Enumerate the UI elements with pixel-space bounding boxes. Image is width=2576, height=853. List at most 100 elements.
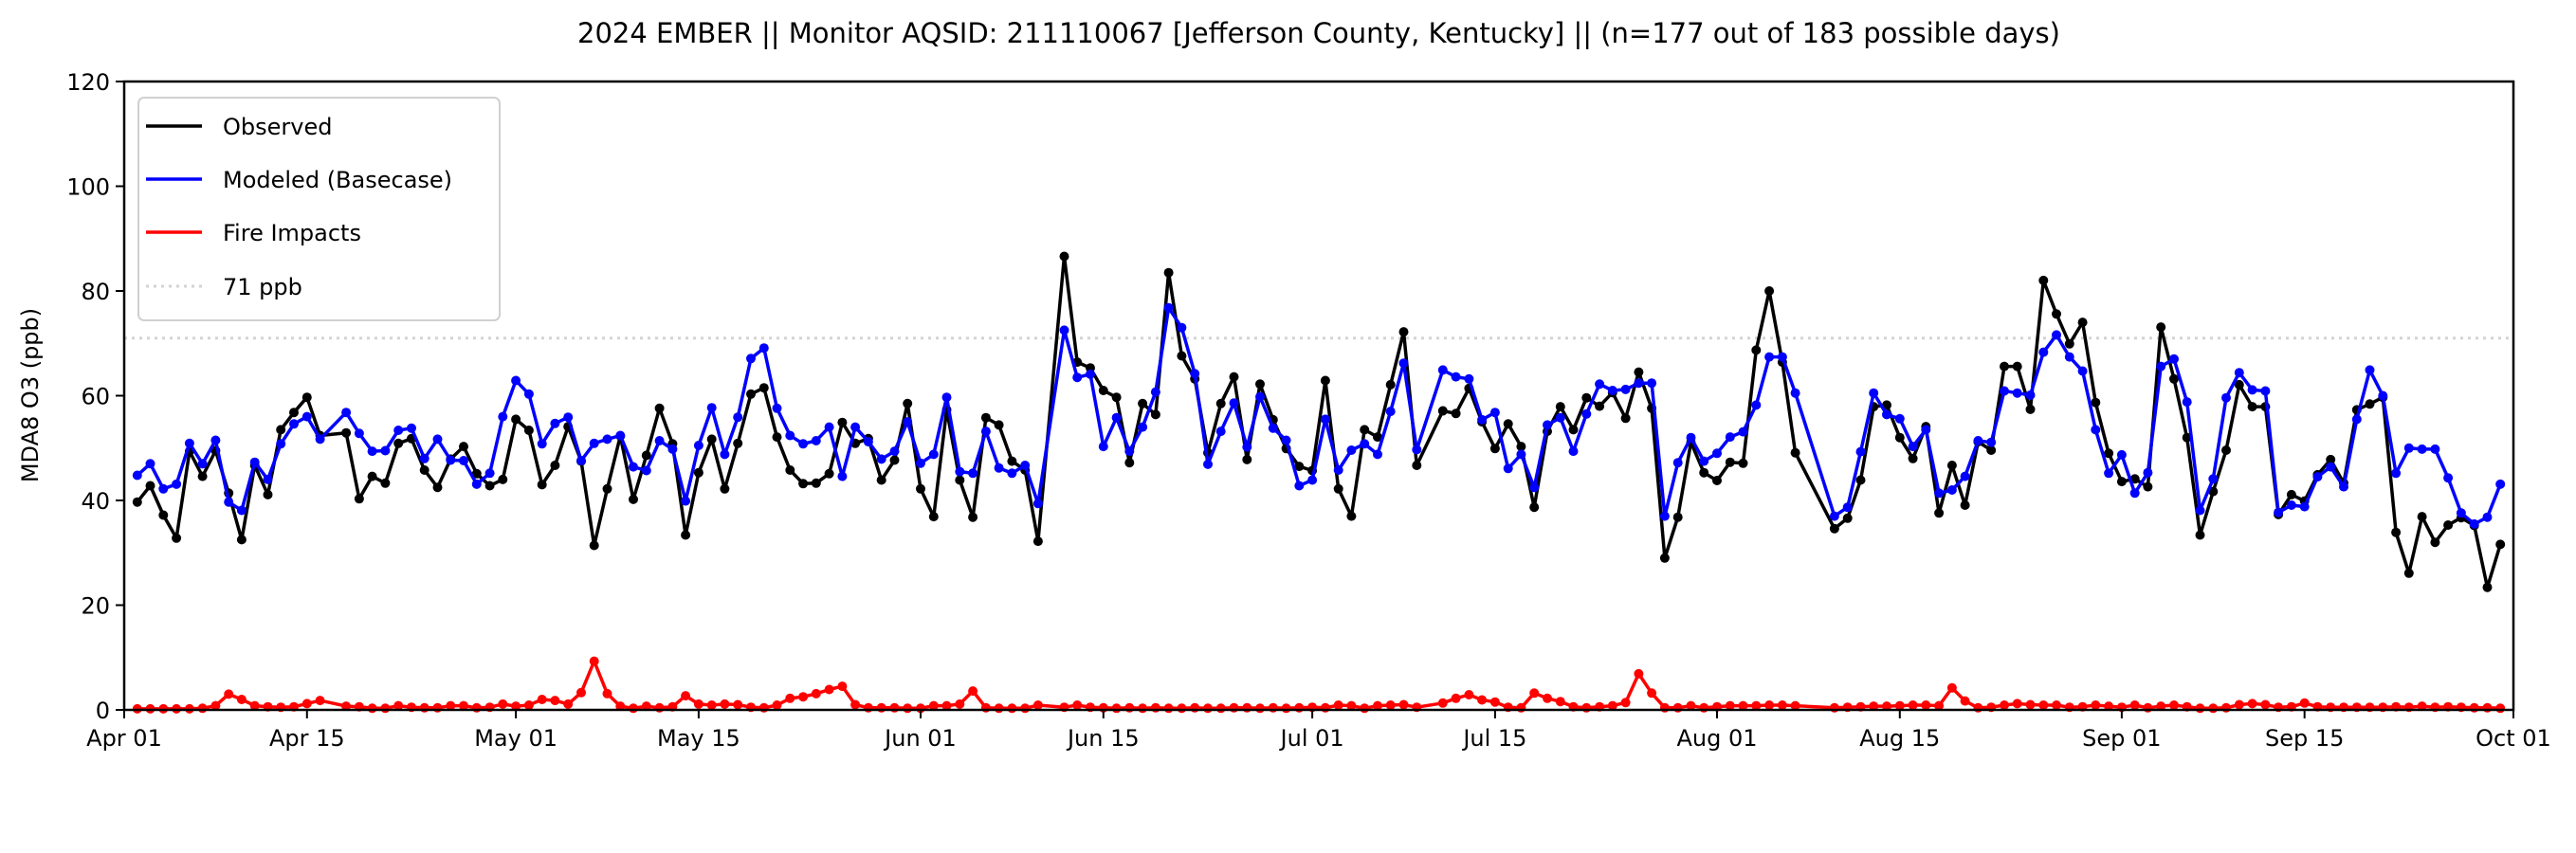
- data-point-modeled: [706, 403, 717, 413]
- data-point-observed: [811, 478, 821, 488]
- data-point-modeled: [1464, 373, 1474, 384]
- x-tick-label: Jun 01: [883, 725, 957, 752]
- data-point-fire-impacts: [459, 700, 468, 711]
- data-point-observed: [1412, 461, 1422, 470]
- data-point-observed: [2195, 530, 2205, 540]
- data-point-fire-impacts: [2129, 700, 2140, 710]
- data-point-modeled: [1659, 511, 1670, 521]
- data-point-modeled: [1398, 358, 1409, 369]
- data-point-modeled: [145, 459, 155, 469]
- data-point-modeled: [1647, 378, 1657, 389]
- data-point-modeled: [2143, 467, 2153, 478]
- data-point-modeled: [1385, 407, 1396, 417]
- data-point-modeled: [1281, 435, 1291, 445]
- data-point-modeled: [2116, 449, 2127, 460]
- data-point-modeled: [2260, 386, 2271, 396]
- data-point-observed: [2156, 322, 2166, 333]
- data-point-fire-impacts: [1829, 702, 1839, 713]
- data-point-fire-impacts: [2247, 699, 2257, 709]
- data-point-fire-impacts: [1489, 697, 1500, 707]
- data-point-modeled: [1098, 442, 1108, 452]
- data-point-modeled: [576, 456, 586, 465]
- data-point-observed: [2169, 373, 2179, 384]
- data-point-observed: [393, 438, 404, 448]
- data-point-observed: [498, 474, 508, 484]
- data-point-modeled: [172, 479, 182, 489]
- data-point-modeled: [629, 462, 638, 472]
- axes-layer: Apr 01 Apr 15 May 01 May 15 Jun 01 Jun 15 Jul …: [66, 69, 2551, 752]
- data-point-modeled: [2129, 488, 2140, 499]
- data-point-fire-impacts: [1385, 700, 1396, 710]
- data-point-fire-impacts: [1072, 700, 1083, 710]
- data-point-modeled: [1007, 468, 1017, 479]
- y-tick-label: 80: [81, 279, 110, 305]
- data-point-observed: [132, 497, 142, 507]
- data-point-fire-impacts: [1790, 700, 1800, 711]
- data-point-modeled: [249, 457, 260, 467]
- data-point-observed: [641, 450, 651, 461]
- data-point-fire-impacts: [1477, 695, 1488, 705]
- data-point-observed: [2221, 445, 2231, 455]
- data-point-modeled: [289, 419, 299, 429]
- data-point-fire-impacts: [798, 692, 809, 702]
- data-point-fire-impacts: [1320, 702, 1330, 713]
- data-point-observed: [1568, 425, 1579, 435]
- data-point-observed: [1451, 408, 1461, 419]
- data-point-modeled: [1020, 461, 1031, 470]
- data-point-fire-impacts: [2169, 700, 2179, 710]
- data-point-observed: [2104, 448, 2114, 459]
- data-point-modeled: [2169, 354, 2179, 364]
- data-point-observed: [2365, 399, 2375, 409]
- y-tick-label: 20: [81, 593, 110, 620]
- data-point-modeled: [2403, 443, 2414, 453]
- data-point-fire-impacts: [1894, 700, 1905, 711]
- data-point-fire-impacts: [1960, 696, 1970, 706]
- legend: Observed Modeled (Basecase) Fire Impacts…: [137, 97, 501, 321]
- data-point-fire-impacts: [249, 700, 260, 711]
- data-point-observed: [1855, 475, 1866, 485]
- data-point-observed: [758, 383, 769, 393]
- data-point-modeled: [968, 468, 978, 479]
- data-point-modeled: [550, 418, 560, 428]
- data-point-fire-impacts: [1764, 700, 1775, 710]
- x-tick-label: Sep 15: [2265, 725, 2344, 752]
- data-point-fire-impacts: [1869, 701, 1879, 712]
- data-point-modeled: [158, 483, 169, 494]
- data-point-modeled: [1634, 378, 1644, 389]
- data-point-fire-impacts: [1007, 703, 1017, 714]
- data-point-modeled: [1908, 442, 1918, 452]
- data-point-modeled: [2104, 468, 2114, 479]
- data-point-observed: [1150, 409, 1160, 420]
- data-point-modeled: [589, 438, 599, 448]
- data-point-fire-impacts: [2052, 700, 2061, 710]
- data-point-observed: [785, 465, 795, 475]
- data-point-observed: [1842, 513, 1853, 523]
- data-point-fire-impacts: [1908, 700, 1918, 710]
- data-point-modeled: [1672, 458, 1683, 468]
- data-point-modeled: [1320, 414, 1330, 425]
- data-point-observed: [1659, 553, 1670, 563]
- data-point-fire-impacts: [994, 703, 1004, 714]
- data-point-observed: [1699, 467, 1709, 478]
- data-point-modeled: [1960, 471, 1970, 481]
- data-point-fire-impacts: [576, 687, 586, 698]
- data-point-observed: [2234, 379, 2244, 390]
- data-point-fire-impacts: [1255, 703, 1265, 714]
- data-point-modeled: [2443, 473, 2454, 483]
- data-point-modeled: [1620, 384, 1631, 394]
- data-point-modeled: [1607, 386, 1617, 395]
- data-point-fire-impacts: [706, 700, 717, 710]
- data-point-modeled: [184, 438, 194, 448]
- data-point-observed: [1712, 476, 1722, 485]
- data-point-fire-impacts: [980, 702, 991, 713]
- data-point-observed: [1516, 442, 1526, 452]
- data-point-modeled: [615, 430, 626, 441]
- x-tick-label: Aug 01: [1676, 725, 1757, 752]
- data-point-modeled: [980, 426, 991, 437]
- data-point-modeled: [2064, 352, 2074, 362]
- data-point-fire-impacts: [1934, 700, 1945, 711]
- data-point-fire-impacts: [1138, 703, 1148, 714]
- data-point-modeled: [785, 430, 795, 441]
- data-point-modeled: [2391, 468, 2402, 479]
- data-point-fire-impacts: [2417, 701, 2427, 712]
